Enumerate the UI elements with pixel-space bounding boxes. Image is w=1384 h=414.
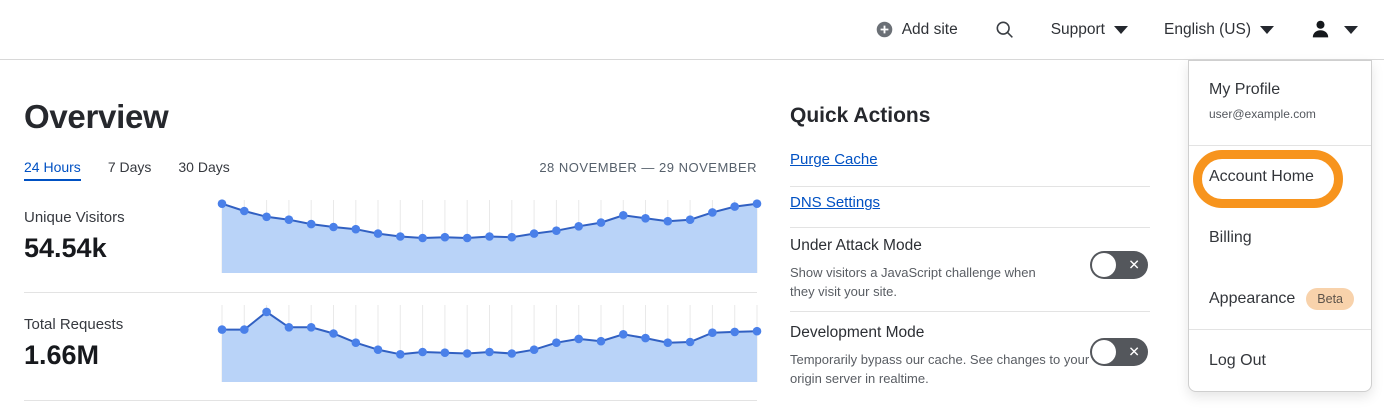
- divider: [790, 186, 1150, 187]
- my-profile-item[interactable]: My Profile user@example.com: [1189, 61, 1371, 146]
- quick-actions-title: Quick Actions: [790, 104, 931, 127]
- under-attack-mode-toggle[interactable]: ✕: [1090, 251, 1148, 279]
- chevron-down-icon: [1260, 25, 1274, 34]
- divider: [24, 400, 757, 401]
- menu-item-account-home[interactable]: Account Home: [1209, 167, 1314, 185]
- appearance-label: Appearance: [1209, 289, 1296, 307]
- dns-settings-link[interactable]: DNS Settings: [790, 194, 881, 211]
- tab-24-hours[interactable]: 24 Hours: [24, 159, 81, 181]
- tab-7-days[interactable]: 7 Days: [107, 159, 152, 175]
- search-icon[interactable]: [994, 19, 1015, 40]
- menu-item-appearance[interactable]: Appearance Beta: [1189, 268, 1371, 329]
- stat-value: 54.54k: [24, 233, 107, 263]
- add-site-label: Add site: [901, 20, 958, 38]
- stat-value: 1.66M: [24, 340, 100, 370]
- support-label: Support: [1050, 20, 1105, 38]
- unique-visitors-chart: [217, 199, 762, 273]
- x-icon: ✕: [1128, 256, 1140, 273]
- top-nav-bar: Add site Support English (US): [0, 0, 1384, 60]
- user-icon: [1310, 19, 1331, 40]
- my-profile-label: My Profile: [1209, 81, 1281, 98]
- beta-badge: Beta: [1306, 287, 1355, 310]
- unique-visitors-stat: Unique Visitors 54.54k: [24, 209, 125, 264]
- chevron-down-icon: [1114, 25, 1128, 34]
- chevron-down-icon: [1344, 25, 1358, 34]
- page-title: Overview: [24, 98, 169, 135]
- plus-circle-icon: [876, 21, 893, 38]
- menu-item-billing[interactable]: Billing: [1209, 228, 1252, 246]
- date-range-label: 28 NOVEMBER — 29 NOVEMBER: [539, 160, 757, 175]
- profile-email: user@example.com: [1209, 107, 1316, 121]
- stat-label: Total Requests: [24, 316, 124, 333]
- toggle-knob: [1092, 253, 1116, 277]
- divider: [24, 292, 757, 293]
- language-menu[interactable]: English (US): [1164, 21, 1274, 39]
- menu-item-log-out[interactable]: Log Out: [1189, 329, 1371, 392]
- time-range-tabs: 24 Hours 7 Days 30 Days: [24, 159, 230, 181]
- x-icon: ✕: [1128, 343, 1140, 360]
- account-menu-button[interactable]: [1310, 19, 1358, 40]
- tab-30-days[interactable]: 30 Days: [178, 159, 230, 175]
- toggle-knob: [1092, 340, 1116, 364]
- support-menu[interactable]: Support: [1051, 21, 1128, 39]
- total-requests-chart: [217, 305, 762, 382]
- under-attack-mode-description: Show visitors a JavaScript challenge whe…: [790, 265, 1036, 299]
- stat-label: Unique Visitors: [24, 209, 125, 226]
- total-requests-stat: Total Requests 1.66M: [24, 316, 123, 371]
- development-mode-toggle[interactable]: ✕: [1090, 338, 1148, 366]
- language-label: English (US): [1164, 20, 1251, 38]
- development-mode-title: Development Mode: [790, 324, 925, 341]
- account-dropdown-menu: My Profile user@example.com Account Home…: [1188, 60, 1372, 392]
- development-mode-description: Temporarily bypass our cache. See change…: [790, 352, 1090, 386]
- purge-cache-link[interactable]: Purge Cache: [790, 151, 878, 168]
- divider: [790, 227, 1150, 228]
- under-attack-mode-title: Under Attack Mode: [790, 237, 922, 254]
- divider: [790, 311, 1150, 312]
- add-site-button[interactable]: Add site: [876, 21, 958, 39]
